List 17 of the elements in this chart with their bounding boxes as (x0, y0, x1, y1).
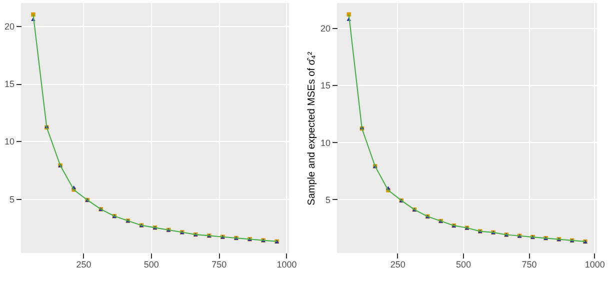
x-tick-label: 250 (390, 260, 406, 270)
x-tick-label: 750 (522, 260, 537, 270)
y-tick-label: 20 (320, 24, 330, 34)
x-tick-label: 500 (144, 260, 159, 270)
y-tick-label: 15 (4, 79, 14, 90)
x-tick-label: 1000 (276, 260, 297, 270)
y-tick-label: 5 (325, 194, 330, 205)
x-tick-label: 250 (76, 260, 92, 270)
y-tick-label: 15 (320, 80, 330, 91)
x-tick-label: 500 (456, 260, 472, 270)
y-tick-label: 5 (9, 194, 14, 204)
y-tick-label: 10 (320, 138, 330, 148)
x-tick-label: 750 (212, 260, 227, 270)
y-axis-title: Sample and expected MSEs of σ̂₄² (306, 51, 318, 206)
y-tick-label: 20 (4, 22, 14, 32)
y-tick-label: 10 (4, 136, 14, 147)
x-tick-label: 1000 (584, 260, 605, 270)
